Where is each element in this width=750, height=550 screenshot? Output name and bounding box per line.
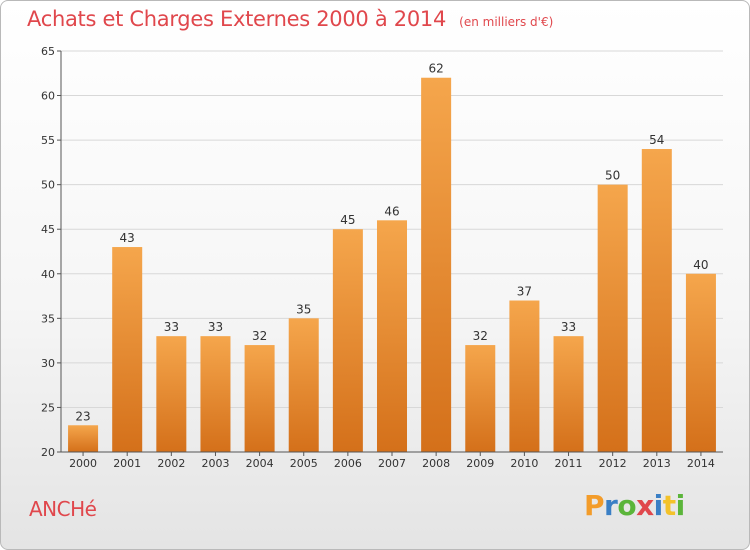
x-tick-label: 2010 — [510, 457, 538, 470]
y-tick-label: 45 — [41, 223, 55, 236]
x-tick-label: 2012 — [599, 457, 627, 470]
x-tick-label: 2009 — [466, 457, 494, 470]
logo-letter: i — [653, 489, 664, 522]
logo-letter: i — [675, 489, 686, 522]
x-tick-label: 2003 — [201, 457, 229, 470]
bar — [68, 425, 99, 452]
bar-value-label: 54 — [649, 133, 664, 147]
bar — [641, 149, 672, 452]
commune-name: ANCHé — [29, 497, 97, 521]
bar — [465, 345, 496, 452]
logo-letter: r — [604, 489, 618, 522]
bar-value-label: 23 — [75, 409, 90, 423]
x-tick-label: 2005 — [290, 457, 318, 470]
bar — [509, 300, 540, 452]
x-tick-label: 2006 — [334, 457, 362, 470]
bar — [597, 184, 628, 452]
bar-value-label: 32 — [473, 329, 488, 343]
chart-subtitle: (en milliers d'€) — [459, 15, 554, 29]
bar-value-label: 32 — [252, 329, 267, 343]
bar — [244, 345, 275, 452]
y-tick-label: 25 — [41, 401, 55, 414]
proxiti-logo[interactable]: Proxiti — [584, 489, 685, 522]
bar-value-label: 33 — [164, 320, 179, 334]
x-tick-label: 2002 — [157, 457, 185, 470]
axes: 20 25 30 35 40 45 50 55 60 65 2000 2001 2002 2003 2004… — [41, 45, 723, 470]
bar — [288, 318, 319, 452]
bar-value-label: 33 — [561, 320, 576, 334]
y-tick-label: 40 — [41, 268, 55, 281]
logo-letter: o — [617, 489, 637, 522]
bar-value-label: 46 — [384, 204, 399, 218]
y-tick-label: 60 — [41, 90, 55, 103]
bar-value-label: 35 — [296, 302, 311, 316]
x-tick-label: 2007 — [378, 457, 406, 470]
bar — [332, 229, 363, 452]
logo-letter: t — [662, 489, 676, 522]
x-tick-label: 2013 — [643, 457, 671, 470]
bar — [112, 247, 143, 452]
bar-value-label: 50 — [605, 169, 620, 183]
y-tick-label: 35 — [41, 312, 55, 325]
bar — [200, 336, 231, 452]
x-tick-label: 2014 — [687, 457, 715, 470]
x-tick-label: 2001 — [113, 457, 141, 470]
bar — [376, 220, 408, 452]
bars: 23 43 33 33 32 35 45 46 62 32 37 33 50 54 40 — [68, 62, 716, 452]
chart-title: Achats et Charges Externes 2000 à 2014 — [27, 7, 447, 31]
bar-value-label: 37 — [517, 285, 532, 299]
bar — [421, 77, 452, 452]
x-tick-label: 2011 — [555, 457, 583, 470]
y-tick-label: 55 — [41, 134, 55, 147]
bar — [156, 336, 187, 452]
y-tick-label: 20 — [41, 446, 55, 459]
logo-letter: x — [636, 489, 654, 522]
x-tick-label: 2000 — [69, 457, 97, 470]
x-tick-label: 2008 — [422, 457, 450, 470]
bar-value-label: 33 — [208, 320, 223, 334]
y-tick-label: 65 — [41, 45, 55, 58]
y-tick-label: 50 — [41, 179, 55, 192]
x-tick-label: 2004 — [246, 457, 274, 470]
y-tick-label: 30 — [41, 357, 55, 370]
bar — [685, 273, 716, 452]
bar-value-label: 62 — [428, 62, 443, 76]
bar-value-label: 40 — [693, 258, 708, 272]
title-row: Achats et Charges Externes 2000 à 2014 (… — [27, 7, 553, 31]
bar — [553, 336, 584, 452]
logo-letter: P — [584, 489, 605, 522]
bar-value-label: 45 — [340, 213, 355, 227]
bar-value-label: 43 — [120, 231, 135, 245]
